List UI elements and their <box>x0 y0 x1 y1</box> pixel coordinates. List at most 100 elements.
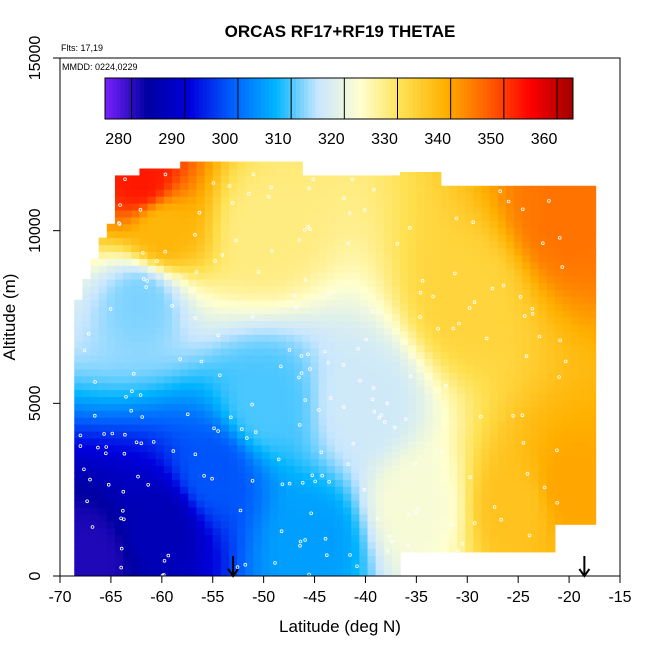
obs-point <box>472 300 477 305</box>
heatmap-cell <box>277 182 287 190</box>
heatmap-cell <box>440 475 450 484</box>
heatmap-cell <box>147 223 157 232</box>
heatmap-cell <box>554 482 564 491</box>
heatmap-cell <box>172 465 181 473</box>
heatmap-cell <box>196 203 206 211</box>
heatmap-cell <box>522 538 531 546</box>
heatmap-cell <box>424 323 434 332</box>
heatmap-cell <box>98 410 108 418</box>
heatmap-cell <box>147 368 157 377</box>
heatmap-cell <box>424 386 434 394</box>
heatmap-cell <box>457 268 466 277</box>
heatmap-cell <box>432 268 442 277</box>
heatmap-cell <box>172 237 181 246</box>
heatmap-cell <box>416 268 426 277</box>
heatmap-cell <box>465 358 474 366</box>
heatmap-cell <box>383 272 393 280</box>
heatmap-cell <box>261 548 271 556</box>
heatmap-cell <box>131 327 141 335</box>
heatmap-cell <box>106 341 116 349</box>
heatmap-cell <box>155 265 165 273</box>
heatmap-cell <box>326 251 336 259</box>
obs-point <box>298 539 303 544</box>
heatmap-cell <box>359 375 369 384</box>
heatmap-cell <box>90 493 100 501</box>
heatmap-cell <box>74 341 83 349</box>
heatmap-cell <box>220 382 230 391</box>
heatmap-cell <box>106 299 116 308</box>
heatmap-cell <box>318 223 328 232</box>
heatmap-cell <box>114 327 124 335</box>
heatmap-cell <box>538 282 548 290</box>
heatmap-cell <box>253 161 263 170</box>
heatmap-cell <box>220 175 230 183</box>
obs-point <box>141 251 145 255</box>
heatmap-cell <box>98 527 108 536</box>
obs-point <box>142 277 146 281</box>
heatmap-cell <box>139 237 149 246</box>
heatmap-cell <box>155 272 165 280</box>
heatmap-cell <box>147 292 157 301</box>
heatmap-cell <box>383 327 393 335</box>
heatmap-cell <box>359 223 369 232</box>
heatmap-cell <box>448 199 458 208</box>
heatmap-cell <box>579 268 589 277</box>
heatmap-cell <box>302 348 312 356</box>
heatmap-cell <box>245 513 255 522</box>
heatmap-cell <box>473 503 483 511</box>
heatmap-cell <box>457 448 466 456</box>
heatmap-cell <box>261 486 271 494</box>
heatmap-cell <box>237 548 246 556</box>
heatmap-cell <box>571 317 580 325</box>
heatmap-cell <box>440 234 450 242</box>
heatmap-cell <box>253 216 263 225</box>
heatmap-cell <box>522 282 531 290</box>
colorbar-tick-label: 350 <box>478 131 505 148</box>
heatmap-cell <box>106 424 116 432</box>
heatmap-cell <box>253 569 263 576</box>
heatmap-cell <box>188 555 198 563</box>
heatmap-cell <box>571 234 580 242</box>
heatmap-cell <box>432 392 442 401</box>
colorbar-segment <box>276 78 281 119</box>
heatmap-cell <box>465 227 474 235</box>
heatmap-cell <box>310 320 320 328</box>
heatmap-cell <box>473 406 483 415</box>
heatmap-cell <box>139 368 149 377</box>
heatmap-cell <box>123 424 132 432</box>
heatmap-cell <box>343 292 352 301</box>
heatmap-cell <box>343 216 352 225</box>
heatmap-cell <box>489 261 499 270</box>
heatmap-cell <box>489 427 499 436</box>
heatmap-cell <box>424 268 434 277</box>
colorbar-segment <box>186 78 192 119</box>
heatmap-cell <box>505 489 515 498</box>
heatmap-cell <box>220 182 230 190</box>
heatmap-cell <box>457 524 466 532</box>
heatmap-cell <box>163 285 173 294</box>
colorbar-segment <box>475 78 480 119</box>
heatmap-cell <box>180 161 189 170</box>
obs-point <box>216 333 221 338</box>
heatmap-cell <box>98 368 108 377</box>
heatmap-cell <box>538 247 548 256</box>
heatmap-cell <box>229 430 238 439</box>
heatmap-cell <box>172 479 181 487</box>
heatmap-cell <box>114 534 124 543</box>
heatmap-cell <box>416 337 426 346</box>
heatmap-cell <box>538 234 548 242</box>
obs-point <box>297 375 301 380</box>
heatmap-cell <box>294 520 303 529</box>
heatmap-cell <box>82 320 92 328</box>
heatmap-cell <box>432 220 442 228</box>
heatmap-cell <box>359 306 369 315</box>
heatmap-cell <box>383 320 393 328</box>
heatmap-cell <box>522 303 531 311</box>
heatmap-cell <box>375 437 385 446</box>
heatmap-cell <box>554 241 564 249</box>
heatmap-cell <box>562 392 572 401</box>
heatmap-cell <box>286 479 295 487</box>
heatmap-cell <box>180 555 189 563</box>
heatmap-cell <box>188 230 198 239</box>
heatmap-cell <box>579 351 589 360</box>
